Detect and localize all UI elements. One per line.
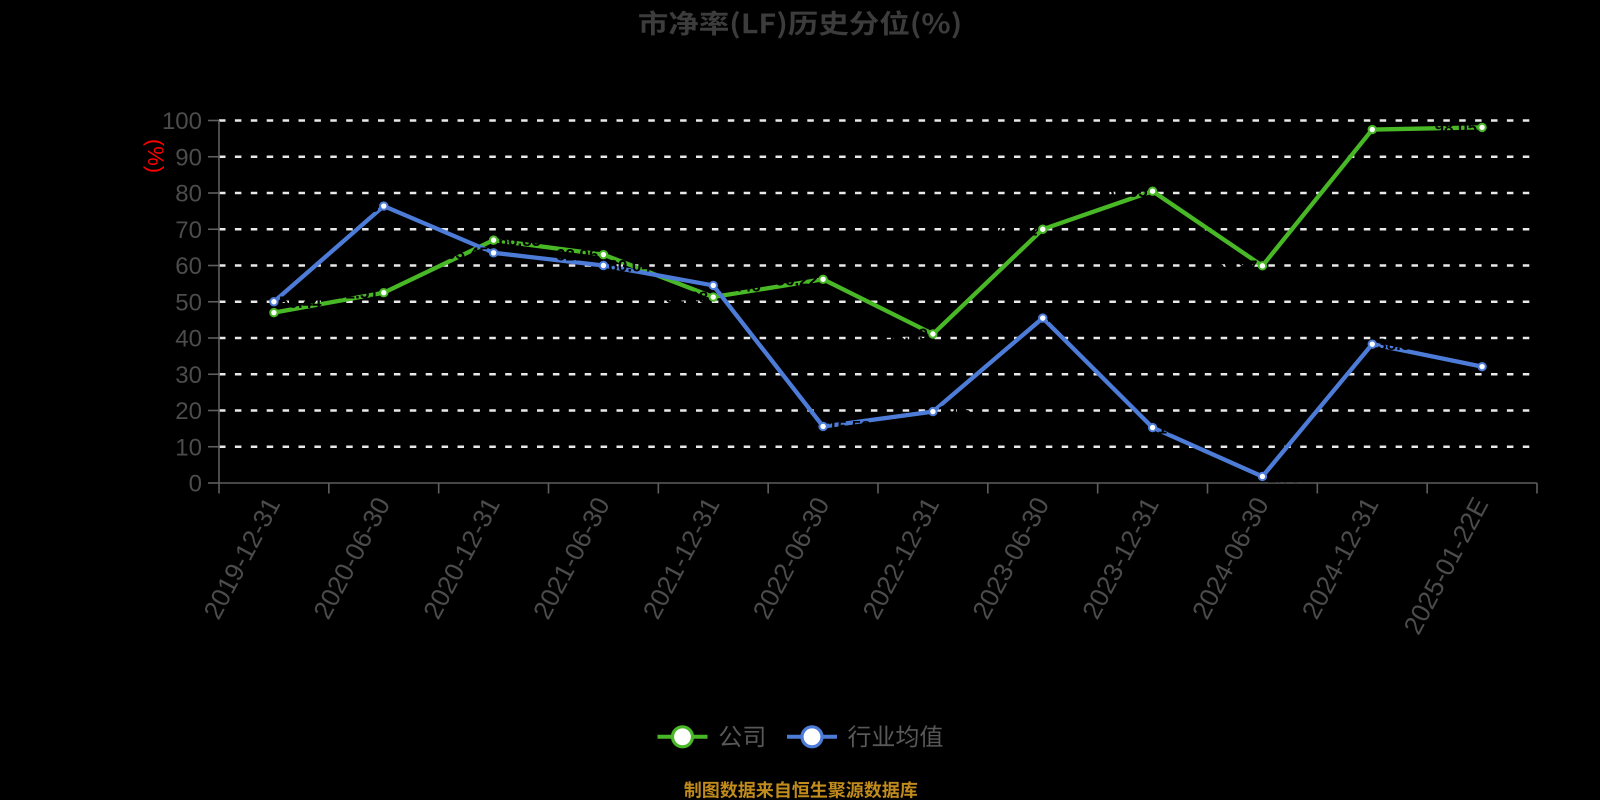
- svg-text:51.28: 51.28: [666, 288, 709, 307]
- svg-text:(%): (%): [143, 139, 168, 173]
- svg-text:32.07: 32.07: [1487, 358, 1530, 377]
- svg-text:62.96: 62.96: [556, 246, 599, 265]
- svg-text:46.98: 46.98: [226, 304, 269, 323]
- svg-text:90: 90: [175, 144, 202, 171]
- svg-text:38.34: 38.34: [1377, 335, 1420, 354]
- svg-text:50: 50: [175, 289, 202, 316]
- svg-text:45.45: 45.45: [1048, 309, 1091, 328]
- svg-text:63.45: 63.45: [446, 244, 489, 263]
- svg-text:76.43: 76.43: [336, 197, 379, 216]
- svg-text:80.55: 80.55: [1105, 182, 1148, 201]
- svg-text:30: 30: [175, 362, 202, 389]
- svg-text:52.51: 52.51: [336, 284, 379, 303]
- svg-text:15.58: 15.58: [828, 417, 871, 436]
- svg-text:41.09: 41.09: [885, 325, 928, 344]
- svg-text:100: 100: [162, 108, 202, 135]
- svg-text:19.67: 19.67: [938, 403, 981, 422]
- svg-text:70: 70: [175, 217, 202, 244]
- svg-text:15.33: 15.33: [1158, 419, 1201, 438]
- svg-text:66.85: 66.85: [499, 231, 542, 250]
- svg-text:60.04: 60.04: [608, 257, 651, 276]
- svg-text:80: 80: [175, 181, 202, 208]
- svg-text:60: 60: [175, 253, 202, 280]
- svg-text:98.05: 98.05: [1435, 118, 1478, 137]
- svg-text:97.46: 97.46: [1325, 121, 1368, 140]
- svg-text:59.87: 59.87: [1215, 257, 1258, 276]
- svg-text:10: 10: [175, 434, 202, 461]
- svg-text:20: 20: [175, 398, 202, 425]
- svg-text:50.44: 50.44: [279, 293, 322, 312]
- svg-text:56.22: 56.22: [776, 270, 819, 289]
- svg-text:70.02: 70.02: [995, 220, 1038, 239]
- svg-text:1.79: 1.79: [1267, 467, 1300, 486]
- svg-text:40: 40: [175, 326, 202, 353]
- svg-text:0: 0: [189, 471, 202, 498]
- svg-text:54.46: 54.46: [718, 276, 761, 295]
